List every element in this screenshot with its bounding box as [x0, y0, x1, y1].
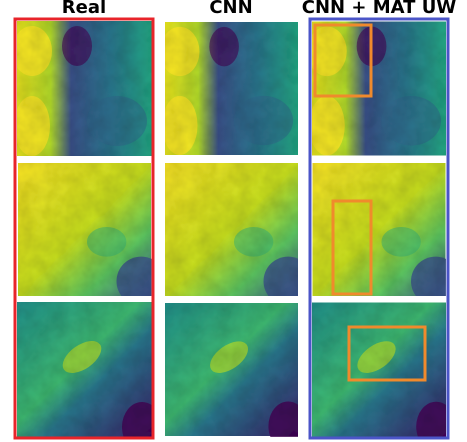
column-title: Real — [62, 0, 106, 18]
image — [18, 163, 152, 296]
highlight-box — [347, 325, 427, 382]
column-frame — [308, 17, 450, 440]
image — [312, 163, 446, 296]
column-frame — [13, 17, 155, 440]
image — [17, 302, 152, 437]
image — [17, 21, 152, 156]
image — [312, 302, 446, 437]
highlight-box — [331, 199, 373, 296]
column-title: CNN — [209, 0, 252, 18]
column-title: CNN + MAT UW — [302, 0, 457, 18]
image — [165, 303, 298, 437]
image — [312, 21, 446, 156]
image — [165, 22, 298, 155]
image — [165, 163, 298, 296]
highlight-box — [313, 23, 373, 98]
